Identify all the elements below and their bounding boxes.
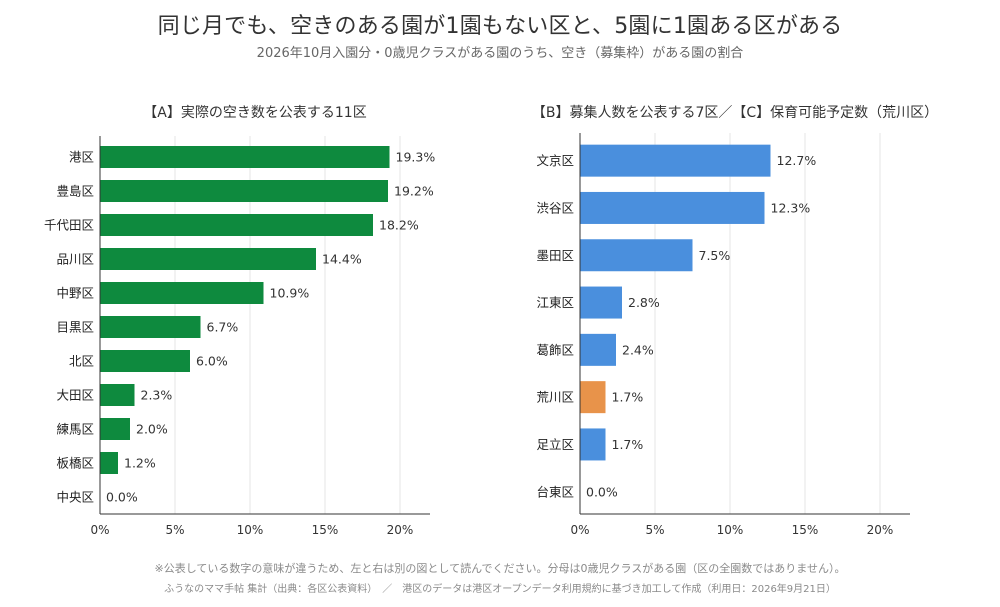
x-tick-label: 20% <box>867 523 894 537</box>
panel-a: 【A】実際の空き数を公表する11区 港区 19.3% 豊島区 19.2% 千代田区 18.… <box>44 105 435 537</box>
category-label: 中野区 <box>56 286 94 301</box>
x-tick-label: 0% <box>90 523 109 537</box>
bar-a-5 <box>100 282 264 304</box>
x-tick-label: 5% <box>645 523 664 537</box>
x-tick-label: 0% <box>570 523 589 537</box>
x-tick-label: 10% <box>717 523 744 537</box>
bar-b-3 <box>580 239 693 272</box>
category-label: 千代田区 <box>44 218 94 233</box>
value-label: 1.7% <box>612 390 644 405</box>
category-label: 文京区 <box>536 153 574 168</box>
value-label: 6.0% <box>196 354 228 369</box>
x-tick-label: 20% <box>387 523 414 537</box>
panel-b: 【B】募集人数を公表する7区／【C】保育可能予定数（荒川区） 文京区 12.7% 渋… <box>532 104 938 537</box>
bar-a-7 <box>100 350 190 372</box>
value-label: 10.9% <box>270 286 310 301</box>
footnote: ※公表している数字の意味が違うため、左と右は別の図として読んでください。分母は0… <box>154 562 846 575</box>
category-label: 目黒区 <box>56 320 94 335</box>
bar-a-4 <box>100 248 316 270</box>
value-label: 2.8% <box>628 295 660 310</box>
chart-subtitle: 2026年10月入園分・0歳児クラスがある園のうち、空き（募集枠）がある園の割合 <box>256 46 744 61</box>
bar-a-2 <box>100 180 388 202</box>
source-note: ふうなのママ手帖 集計（出典：各区公表資料） ／ 港区のデータは港区オープンデー… <box>164 584 836 595</box>
value-label: 12.7% <box>777 153 817 168</box>
value-label: 6.7% <box>207 320 239 335</box>
x-tick-label: 5% <box>165 523 184 537</box>
category-label: 練馬区 <box>56 422 94 437</box>
value-label: 2.3% <box>141 388 173 403</box>
chart-title: 同じ月でも、空きのある園が1園もない区と、5園に1園ある区がある <box>157 14 843 39</box>
bar-a-1 <box>100 146 390 168</box>
bar-b-2 <box>580 191 765 224</box>
value-label: 12.3% <box>771 200 811 215</box>
bar-b-4 <box>580 286 622 319</box>
value-label: 14.4% <box>322 252 362 267</box>
category-label: 台東区 <box>536 484 574 499</box>
category-label: 江東区 <box>536 295 574 310</box>
category-label: 足立区 <box>536 437 574 452</box>
value-label: 19.3% <box>396 150 436 165</box>
bar-b-6 <box>580 381 606 414</box>
value-label: 1.2% <box>124 456 156 471</box>
value-label: 19.2% <box>394 184 434 199</box>
bar-a-3 <box>100 214 373 236</box>
x-tick-label: 15% <box>312 523 339 537</box>
bar-a-8 <box>100 384 135 406</box>
category-label: 板橋区 <box>56 456 94 471</box>
bar-a-9 <box>100 418 130 440</box>
panel-b-title: 【B】募集人数を公表する7区／【C】保育可能予定数（荒川区） <box>532 104 938 121</box>
category-label: 葛飾区 <box>536 342 574 357</box>
category-label: 港区 <box>69 150 94 165</box>
value-label: 0.0% <box>586 484 618 499</box>
value-label: 2.4% <box>622 342 654 357</box>
bar-b-7 <box>580 428 606 461</box>
value-label: 18.2% <box>379 218 419 233</box>
x-tick-label: 15% <box>792 523 819 537</box>
x-tick-label: 10% <box>237 523 264 537</box>
category-label: 豊島区 <box>56 184 94 199</box>
category-label: 渋谷区 <box>536 200 574 215</box>
value-label: 2.0% <box>136 422 168 437</box>
bar-a-6 <box>100 316 201 338</box>
category-label: 墨田区 <box>536 248 574 263</box>
value-label: 0.0% <box>106 490 138 505</box>
bar-a-10 <box>100 452 118 474</box>
category-label: 中央区 <box>56 490 94 505</box>
panel-a-title: 【A】実際の空き数を公表する11区 <box>143 105 366 121</box>
category-label: 大田区 <box>56 388 94 403</box>
category-label: 荒川区 <box>536 390 574 405</box>
category-label: 品川区 <box>56 252 94 267</box>
category-label: 北区 <box>69 354 94 369</box>
value-label: 1.7% <box>612 437 644 452</box>
bar-b-1 <box>580 144 771 177</box>
bar-b-5 <box>580 333 616 366</box>
value-label: 7.5% <box>699 248 731 263</box>
